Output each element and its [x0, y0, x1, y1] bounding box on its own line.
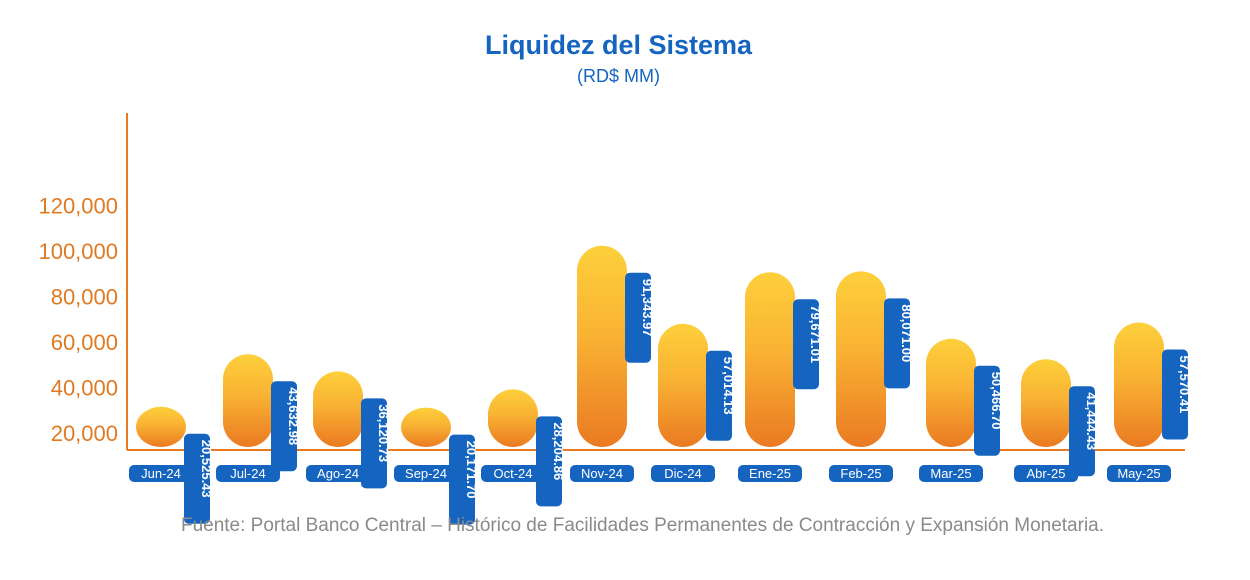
- value-label: 80,071.00: [899, 304, 914, 362]
- x-category-pill: [129, 465, 193, 482]
- value-label-box: [706, 350, 732, 441]
- x-tick-label: Jul-24: [230, 466, 265, 481]
- x-tick-label: May-25: [1117, 466, 1160, 481]
- value-label-box: [184, 433, 210, 524]
- value-label-box: [1162, 349, 1188, 440]
- value-label: 91,343.97: [640, 279, 655, 337]
- x-tick-label: Nov-24: [581, 466, 623, 481]
- x-category-pill: [216, 465, 280, 482]
- bar: [658, 323, 708, 447]
- bar: [223, 354, 273, 447]
- value-label-box: [625, 272, 651, 363]
- x-category-pill: [651, 465, 715, 482]
- bar: [836, 271, 886, 447]
- bar: [488, 389, 538, 447]
- chart-subtitle: (RD$ MM): [577, 66, 660, 86]
- bar: [1114, 322, 1164, 447]
- bar: [313, 371, 363, 447]
- y-tick-label: 80,000: [51, 285, 118, 310]
- value-label: 41,444.43: [1084, 392, 1099, 450]
- x-tick-label: Mar-25: [930, 466, 971, 481]
- x-category-pill: [738, 465, 802, 482]
- y-tick-label: 20,000: [51, 421, 118, 446]
- x-tick-label: Sep-24: [405, 466, 447, 481]
- value-label: 20,171.70: [464, 441, 479, 499]
- x-tick-label: Abr-25: [1026, 466, 1065, 481]
- x-category-pill: [919, 465, 983, 482]
- x-category-pill: [481, 465, 545, 482]
- bar: [401, 407, 451, 447]
- x-category-pill: [394, 465, 458, 482]
- value-label-box: [271, 381, 297, 472]
- value-label: 36,120.73: [376, 404, 391, 462]
- value-label: 79,671.01: [808, 305, 823, 363]
- x-category-pill: [1014, 465, 1078, 482]
- bar: [745, 272, 795, 447]
- x-category-pill: [306, 465, 370, 482]
- x-tick-label: Ene-25: [749, 466, 791, 481]
- x-tick-label: Dic-24: [664, 466, 702, 481]
- x-category-pill: [829, 465, 893, 482]
- x-tick-label: Feb-25: [840, 466, 881, 481]
- bar: [577, 245, 627, 447]
- source-note: Fuente: Portal Banco Central – Histórico…: [180, 515, 1105, 536]
- y-tick-label: 120,000: [38, 194, 118, 219]
- value-label: 28,204.86: [551, 422, 566, 480]
- x-tick-label: Oct-24: [493, 466, 532, 481]
- value-label-box: [449, 434, 475, 525]
- y-tick-label: 60,000: [51, 330, 118, 355]
- chart-title: Liquidez del Sistema: [484, 30, 753, 60]
- bar: [926, 338, 976, 447]
- x-tick-label: Jun-24: [141, 466, 181, 481]
- value-label: 50,466.70: [989, 372, 1004, 430]
- x-tick-label: Ago-24: [317, 466, 359, 481]
- value-label-box: [536, 416, 562, 507]
- x-category-pill: [570, 465, 634, 482]
- value-label-box: [1069, 386, 1095, 477]
- x-category-pill: [1107, 465, 1171, 482]
- value-label: 20,525.43: [199, 440, 214, 498]
- value-label-box: [884, 298, 910, 389]
- value-label: 57,570.41: [1177, 356, 1192, 414]
- value-label: 57,014.13: [721, 357, 736, 415]
- bar: [1021, 359, 1071, 447]
- y-tick-label: 100,000: [38, 239, 118, 264]
- value-label: 43,632.98: [286, 387, 301, 445]
- value-label-box: [974, 365, 1000, 456]
- y-tick-label: 40,000: [51, 376, 118, 401]
- bar: [136, 406, 186, 447]
- value-label-box: [793, 299, 819, 390]
